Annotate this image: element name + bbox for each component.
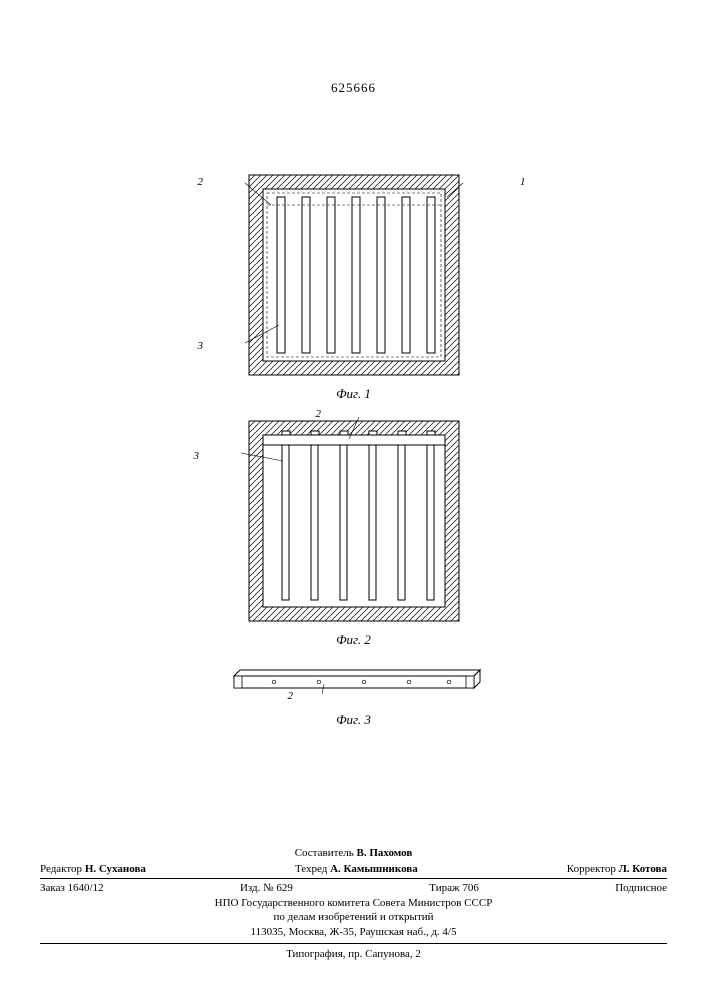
edition: Изд. № 629	[240, 882, 293, 894]
techred-label: Техред	[295, 863, 327, 875]
org-line3: 113035, Москва, Ж-35, Раушская наб., д. …	[40, 925, 667, 939]
printer: Типография, пр. Сапунова, 2	[40, 948, 667, 960]
callout-fig2-left: 3	[194, 450, 200, 462]
callout-fig1-left: 2	[198, 176, 204, 188]
document-number: 625666	[331, 80, 376, 96]
editor-name: Н. Суханова	[85, 863, 146, 875]
callout-fig2-top: 2	[316, 408, 322, 420]
corrector-cell: Корректор Л. Котова	[567, 863, 667, 875]
subscription: Подписное	[615, 882, 667, 894]
circulation: Тираж 706	[429, 882, 479, 894]
techred-cell: Техред А. Камышникова	[295, 863, 418, 875]
footer: Составитель В. Пахомов Редактор Н. Сухан…	[40, 847, 667, 960]
editor-label: Редактор	[40, 863, 82, 875]
corrector-label: Корректор	[567, 863, 616, 875]
figure-2-wrapper: 2 3	[184, 416, 524, 626]
callout-fig1-right: 1	[520, 176, 526, 188]
figure-3-wrapper: 2	[184, 662, 524, 712]
callout-fig1-bottom: 3	[198, 340, 204, 352]
org-line1: НПО Государственного комитета Совета Мин…	[40, 896, 667, 910]
caption-fig1: Фиг. 1	[184, 386, 524, 402]
figure-1-wrapper: 2 1 3	[184, 170, 524, 380]
figure-1-svg	[224, 170, 484, 380]
corrector-name: Л. Котова	[619, 863, 667, 875]
techred-name: А. Камышникова	[330, 863, 418, 875]
org-line2: по делам изобретений и открытий	[40, 910, 667, 924]
figure-2-svg	[224, 416, 484, 626]
organization: НПО Государственного комитета Совета Мин…	[40, 896, 667, 944]
figures-container: 2 1 3	[184, 170, 524, 742]
callout-fig3: 2	[288, 690, 294, 702]
figure-3-svg	[214, 662, 494, 702]
compiler-label: Составитель	[295, 847, 354, 859]
credits-row: Редактор Н. Суханова Техред А. Камышнико…	[40, 863, 667, 879]
order: Заказ 1640/12	[40, 882, 104, 894]
compiler-name: В. Пахомов	[357, 847, 413, 859]
caption-fig2: Фиг. 2	[184, 632, 524, 648]
publication-row: Заказ 1640/12 Изд. № 629 Тираж 706 Подпи…	[40, 882, 667, 894]
editor-cell: Редактор Н. Суханова	[40, 863, 146, 875]
compiler-row: Составитель В. Пахомов	[40, 847, 667, 859]
caption-fig3: Фиг. 3	[184, 712, 524, 728]
